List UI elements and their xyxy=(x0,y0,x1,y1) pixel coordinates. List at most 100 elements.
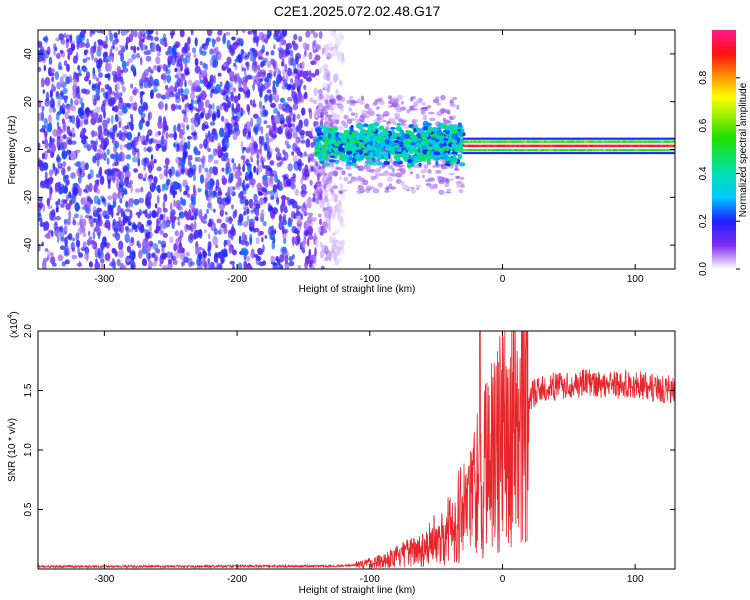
spectrogram-cell xyxy=(491,144,493,148)
spectrogram-cell xyxy=(458,188,464,194)
spectrogram-cell xyxy=(658,149,660,152)
spectrogram-cell xyxy=(219,103,223,111)
spectrogram-cell xyxy=(279,30,286,40)
spectrogram-cell xyxy=(114,171,119,177)
spectrogram-cell xyxy=(515,149,518,152)
spectrogram-cell xyxy=(480,149,483,152)
spectrogram-cell xyxy=(358,149,363,156)
spectrogram-cell xyxy=(294,97,301,105)
spectrogram-cell xyxy=(504,140,506,143)
spectrogram-cell xyxy=(560,144,562,148)
spectrogram-cell xyxy=(253,113,259,119)
spectrogram-cell xyxy=(148,138,153,145)
spectrogram-cell xyxy=(215,244,219,248)
spectrogram-cell xyxy=(654,152,657,155)
spectrogram-cell xyxy=(462,152,465,155)
spectrogram-cell xyxy=(592,140,594,143)
spectrogram-cell xyxy=(533,137,536,140)
spectrogram-cell xyxy=(454,167,459,171)
spectrogram-cell xyxy=(416,133,421,138)
spectrogram-cell xyxy=(244,234,248,244)
spectrogram-cell xyxy=(340,193,346,202)
spectrogram-cell xyxy=(474,144,476,148)
spectrogram-cell xyxy=(252,83,255,91)
spectrogram-cell xyxy=(351,163,358,167)
spectrogram-cell xyxy=(274,114,280,125)
spectrogram-cell xyxy=(613,140,615,143)
spectrogram-cell xyxy=(544,149,546,152)
spectrogram-cell xyxy=(637,144,640,148)
spectrogram-cell xyxy=(88,79,92,85)
spectrogram-cell xyxy=(619,140,622,143)
spectrogram-cell xyxy=(329,188,334,193)
spectrogram-cell xyxy=(88,182,93,193)
spectrogram-cell xyxy=(247,74,252,80)
spectrogram-cell xyxy=(308,70,312,79)
spectrogram-cell xyxy=(655,137,658,140)
spectrogram-cell xyxy=(660,137,662,140)
spectrogram-cell xyxy=(193,118,200,128)
spectrogram-cell xyxy=(561,137,563,140)
spectrogram-cell xyxy=(437,170,441,175)
spectrogram-cell xyxy=(635,140,638,143)
spectrogram-cell xyxy=(373,101,379,105)
spectrogram-cell xyxy=(507,149,509,152)
spectrogram-cell xyxy=(42,140,46,145)
spectrogram-cell xyxy=(85,199,92,209)
spectrogram-cell xyxy=(331,232,336,237)
spectrogram-cell xyxy=(44,139,49,150)
spectrogram-cell xyxy=(442,145,450,152)
spectrogram-cell xyxy=(507,144,509,148)
spectrogram-cell xyxy=(609,152,611,155)
spectrogram-cell xyxy=(657,149,659,152)
spectrogram-cell xyxy=(619,144,622,148)
spectrogram-cell xyxy=(139,91,145,96)
spectrogram-cell xyxy=(653,149,656,152)
spectrogram-cell xyxy=(372,157,376,162)
spectrogram-cell xyxy=(546,144,549,148)
spectrogram-cell xyxy=(315,148,320,153)
spectrogram-cell xyxy=(267,203,272,208)
spectrogram-cell xyxy=(489,149,491,152)
spectrogram-cell xyxy=(552,140,555,143)
spectrogram-cell xyxy=(328,46,334,52)
spectrogram-cell xyxy=(471,137,473,140)
spectrogram-cell xyxy=(322,81,329,90)
spectrogram-cell xyxy=(266,34,271,40)
spectrogram-cell xyxy=(49,106,52,114)
spectrogram-cell xyxy=(325,99,329,105)
spectrogram-cell xyxy=(470,149,472,152)
spectrogram-cell xyxy=(284,127,290,137)
spectrogram-cell xyxy=(253,55,257,64)
spectrogram-cell xyxy=(152,88,158,93)
spectrogram-cell xyxy=(270,195,275,200)
spectrogram-cell xyxy=(57,99,61,107)
spectrogram-cell xyxy=(94,106,101,113)
spectrogram-cell xyxy=(535,149,538,152)
spectrogram-cell xyxy=(106,243,110,249)
spectrogram-cell xyxy=(611,140,613,143)
spectrogram-cell xyxy=(505,144,507,148)
spectrogram-cell xyxy=(130,64,135,72)
spectrogram-cell xyxy=(335,248,341,256)
spectrogram-cell xyxy=(183,115,186,123)
spectrogram-cell xyxy=(245,147,251,154)
spectrogram-cell xyxy=(375,143,382,149)
spectrogram-cell xyxy=(248,142,254,151)
spectrogram-cell xyxy=(181,97,185,103)
spectrogram-cell xyxy=(317,226,321,234)
spectrogram-cell xyxy=(538,152,540,155)
spectrogram-cell xyxy=(324,195,328,203)
spectrogram-cell xyxy=(611,144,613,148)
spectrogram-cell xyxy=(610,149,612,152)
spectrogram-cell xyxy=(208,251,211,257)
spectrogram-cell xyxy=(594,144,596,148)
spectrogram-cell xyxy=(643,144,645,148)
spectrogram-cell xyxy=(300,240,306,251)
spectrogram-cell xyxy=(464,140,467,143)
spectrogram-cell xyxy=(552,149,555,152)
spectrogram-cell xyxy=(54,221,58,226)
spectrogram-cell xyxy=(469,137,471,140)
spectrogram-cell xyxy=(257,69,263,78)
spectrogram-cell xyxy=(196,156,201,162)
